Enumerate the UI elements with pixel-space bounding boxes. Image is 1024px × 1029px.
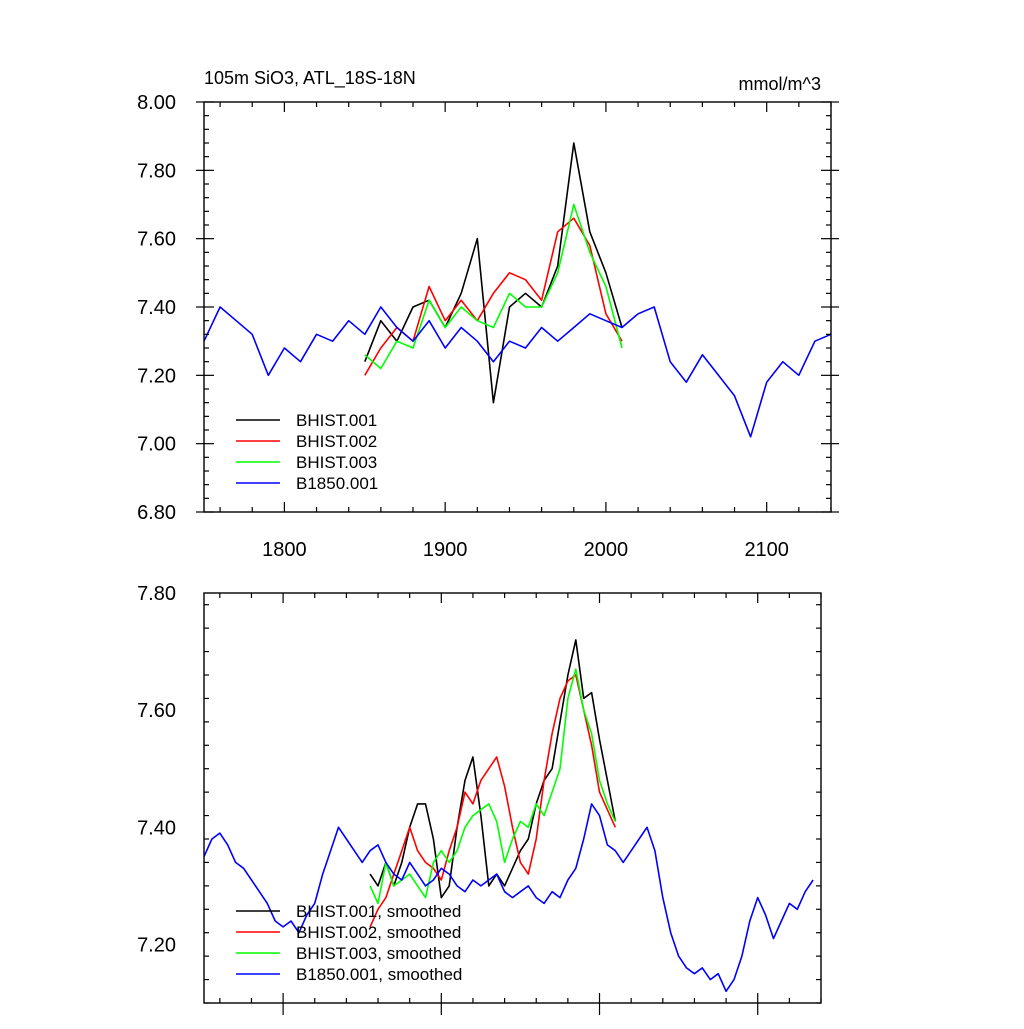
x-tick-label: 1900 — [423, 539, 468, 561]
y-tick-label: 6.80 — [137, 502, 176, 524]
series-line-bhist-003 — [364, 203, 623, 370]
legend-entry: BHIST.003, smoothed — [296, 944, 461, 963]
legend-entry: BHIST.003 — [296, 453, 377, 472]
x-tick-label: 1800 — [262, 539, 307, 561]
units-label: mmol/m^3 — [739, 74, 821, 94]
y-tick-label: 7.00 — [137, 434, 176, 456]
y-tick-label: 7.80 — [137, 160, 176, 182]
y-tick-label: 8.00 — [137, 92, 176, 114]
chart-title: 105m SiO3, ATL_18S-18N — [204, 68, 416, 89]
legend-entry: BHIST.002, smoothed — [296, 923, 461, 942]
series-line-bhist-001 — [364, 142, 623, 404]
series-line-b1850-001 — [204, 306, 831, 438]
y-tick-label: 7.20 — [137, 934, 176, 956]
y-tick-label: 7.80 — [137, 583, 176, 605]
y-tick-label: 7.60 — [137, 229, 176, 251]
panel-top: 1800 1900 2000 2100 6.80 7.00 7.20 7.40 7.60 7.80… — [137, 68, 839, 561]
y-tick-label: 7.40 — [137, 817, 176, 839]
legend-entry: B1850.001, smoothed — [296, 965, 462, 984]
legend-entry: BHIST.002 — [296, 432, 377, 451]
legend-entry: BHIST.001 — [296, 411, 377, 430]
series-line-b1850-001-smoothed — [204, 803, 814, 993]
series-line-bhist-003-smoothed — [369, 668, 617, 905]
x-tick-label: 2100 — [744, 539, 789, 561]
legend-entry: B1850.001 — [296, 474, 378, 493]
y-tick-label: 7.40 — [137, 297, 176, 319]
y-tick-label: 7.20 — [137, 365, 176, 387]
plot-frame — [203, 592, 822, 1004]
panel-bottom: 7.20 7.40 7.60 7.80 BHIST.001, smoothed BHIST… — [137, 583, 822, 1015]
legend-entry: BHIST.001, smoothed — [296, 902, 461, 921]
y-tick-label: 7.60 — [137, 700, 176, 722]
series-line-bhist-002 — [364, 217, 623, 376]
series-line-bhist-001-smoothed — [369, 639, 617, 899]
x-tick-label: 2000 — [584, 539, 629, 561]
series-line-bhist-002-smoothed — [369, 674, 617, 928]
